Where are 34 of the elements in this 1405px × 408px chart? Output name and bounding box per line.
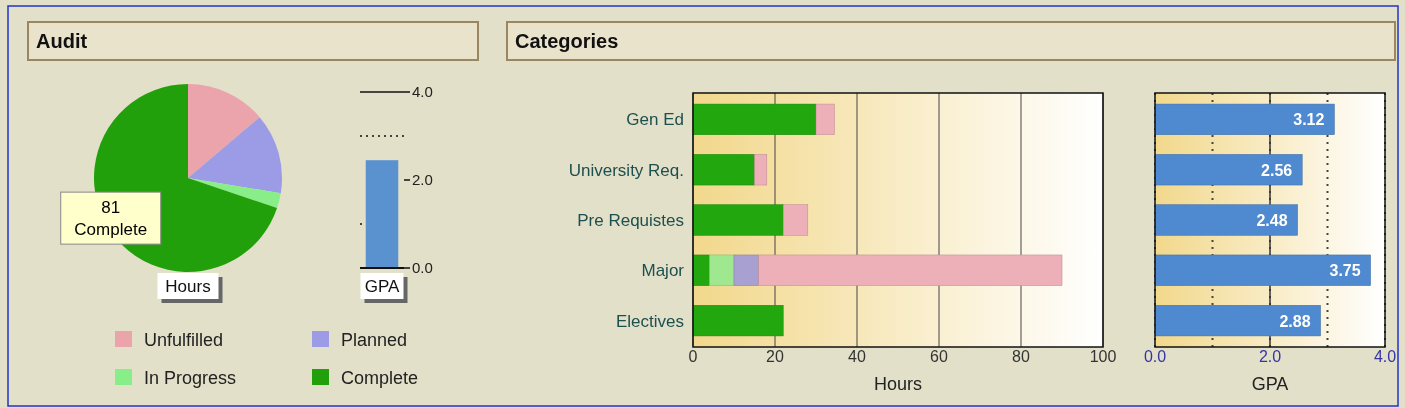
x-tick-label: 40 [848,348,866,365]
legend-label: In Progress [144,368,237,388]
x-axis-title: Hours [873,374,923,394]
data-label: 2.56 [1261,161,1293,179]
y-tick-label: University Req. [568,160,684,180]
y-tick-label: 0.0 [412,259,433,276]
x-tick-label: 4.0 [1373,348,1397,365]
x-tick-label: 100 [1089,348,1117,365]
chart-title: Audit [36,30,88,52]
y-tick-label: 2.0 [412,171,433,188]
chart-title: Categories [515,30,619,52]
data-label: 3.75 [1329,262,1361,280]
slice-label: Complete [74,220,148,240]
x-tick-label: 2.0 [1258,348,1282,365]
y-tick-label: Major [641,261,685,281]
x-axis-title: GPA [1251,374,1289,394]
legend-label: Complete [341,368,419,388]
x-tick-label: 0 [688,348,698,365]
data-label: 81 [101,198,121,218]
legend-label: Planned [341,330,408,350]
x-tick-label: 20 [766,348,784,365]
data-label: 2.88 [1279,312,1311,330]
x-tick-label: 80 [1012,348,1030,365]
data-label: 2.48 [1256,212,1288,229]
x-axis-title: GPA [364,277,400,296]
y-tick-label: 4.0 [412,83,433,100]
y-tick-label: Electives [615,311,684,331]
x-tick-label: 60 [930,348,948,365]
text: Hours [165,277,211,296]
x-tick-label: 0.0 [1143,348,1167,365]
y-tick-label: Pre Requistes [577,211,684,230]
legend-label: Unfulfilled [144,330,224,350]
data-label: 3.12 [1293,111,1325,129]
y-tick-label: Gen Ed [626,110,684,130]
